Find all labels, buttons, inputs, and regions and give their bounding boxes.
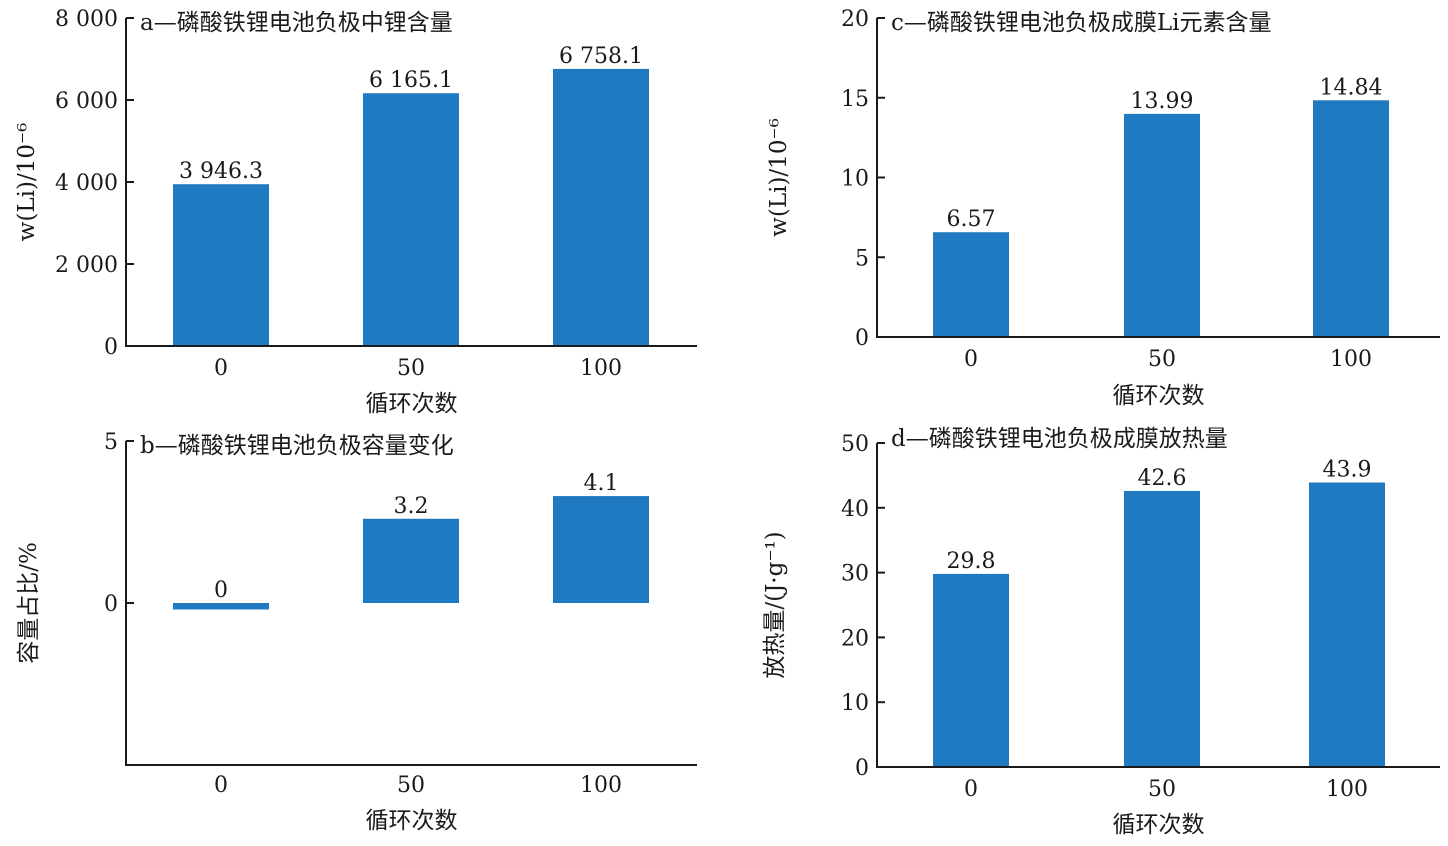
x-axis-title-d: 循环次数 bbox=[1113, 812, 1205, 838]
x-tick-label-d: 50 bbox=[1148, 777, 1176, 802]
y-axis-title-c: w(Li)/10⁻⁶ bbox=[766, 118, 792, 237]
bar-b-50 bbox=[363, 518, 459, 603]
x-axis-title-a: 循环次数 bbox=[366, 391, 458, 417]
axis-lines-b bbox=[125, 441, 697, 766]
data-label-a-0: 3 946.3 bbox=[179, 159, 263, 184]
data-label-d-100: 43.9 bbox=[1323, 458, 1372, 483]
bar-a-0 bbox=[173, 184, 269, 346]
y-tick-label-d: 30 bbox=[841, 562, 869, 587]
panel-title-b: b—磷酸铁锂电池负极容量变化 bbox=[140, 433, 454, 459]
y-tick-label-c: 15 bbox=[841, 87, 869, 112]
data-label-c-0: 6.57 bbox=[947, 207, 996, 232]
panel-title-a: a—磷酸铁锂电池负极中锂含量 bbox=[140, 10, 453, 36]
y-tick-label-d: 40 bbox=[841, 497, 869, 522]
x-tick-label-b: 100 bbox=[580, 773, 622, 798]
y-tick-label-c: 20 bbox=[841, 7, 869, 32]
chart-panel-a: 3 946.3 6 165.1 6 758.1 0 2 000 4 000 6 000 8 0… bbox=[14, 7, 697, 417]
data-label-d-50: 42.6 bbox=[1138, 466, 1187, 491]
y-axis-title-a: w(Li)/10⁻⁶ bbox=[14, 123, 40, 242]
x-tick-label-b: 50 bbox=[397, 773, 425, 798]
y-tick-label-b: 5 bbox=[104, 430, 118, 455]
y-tick-label-a: 6 000 bbox=[55, 89, 118, 114]
chart-panel-d: 29.8 42.6 43.9 0 10 20 30 40 50 0 50 100 循环次数 放热量/(J·… bbox=[762, 426, 1440, 838]
y-tick-label-c: 0 bbox=[855, 326, 869, 351]
x-tick-label-a: 0 bbox=[214, 356, 228, 381]
data-label-a-50: 6 165.1 bbox=[369, 68, 453, 93]
y-tick-label-a: 2 000 bbox=[55, 253, 118, 278]
chart-panel-c: 6.57 13.99 14.84 0 5 10 15 20 0 50 100 循环次数 w(Li)/10… bbox=[766, 7, 1440, 409]
bar-c-0 bbox=[933, 232, 1009, 337]
data-label-c-50: 13.99 bbox=[1131, 89, 1194, 114]
y-tick-label-c: 5 bbox=[855, 246, 869, 271]
bar-c-50 bbox=[1124, 113, 1200, 337]
panel-title-d: d—磷酸铁锂电池负极成膜放热量 bbox=[891, 426, 1228, 452]
data-label-b-0: 0 bbox=[214, 578, 228, 603]
bar-d-50 bbox=[1124, 490, 1200, 767]
y-tick-label-c: 10 bbox=[841, 167, 869, 192]
y-tick-label-a: 8 000 bbox=[55, 7, 118, 32]
y-tick-label-d: 0 bbox=[855, 756, 869, 781]
bar-d-0 bbox=[933, 573, 1009, 767]
y-tick-label-d: 20 bbox=[841, 626, 869, 651]
x-axis-title-c: 循环次数 bbox=[1113, 383, 1205, 409]
y-axis-title-b: 容量占比/% bbox=[16, 542, 42, 664]
bar-a-50 bbox=[363, 93, 459, 347]
x-tick-label-a: 50 bbox=[397, 356, 425, 381]
x-tick-label-b: 0 bbox=[214, 773, 228, 798]
data-label-d-0: 29.8 bbox=[947, 549, 996, 574]
x-tick-label-c: 50 bbox=[1148, 347, 1176, 372]
x-tick-label-d: 0 bbox=[964, 777, 978, 802]
x-tick-label-d: 100 bbox=[1326, 777, 1368, 802]
panel-title-c: c—磷酸铁锂电池负极成膜Li元素含量 bbox=[891, 10, 1272, 36]
bar-b-0 bbox=[173, 603, 269, 610]
y-tick-label-d: 10 bbox=[841, 691, 869, 716]
bar-b-100 bbox=[553, 496, 649, 603]
y-tick-label-d: 50 bbox=[841, 432, 869, 457]
x-tick-label-c: 0 bbox=[964, 347, 978, 372]
x-tick-label-a: 100 bbox=[580, 356, 622, 381]
bar-d-100 bbox=[1309, 482, 1385, 767]
y-tick-label-b: 0 bbox=[104, 592, 118, 617]
data-label-c-100: 14.84 bbox=[1320, 75, 1383, 100]
data-label-a-100: 6 758.1 bbox=[559, 44, 643, 69]
bar-a-100 bbox=[553, 68, 649, 346]
x-axis-title-b: 循环次数 bbox=[366, 808, 458, 834]
y-axis-title-d: 放热量/(J·g⁻¹) bbox=[762, 531, 788, 678]
data-label-b-100: 4.1 bbox=[584, 471, 619, 496]
y-tick-label-a: 0 bbox=[104, 335, 118, 360]
bar-c-100 bbox=[1313, 100, 1389, 337]
data-label-b-50: 3.2 bbox=[394, 494, 429, 519]
x-tick-label-c: 100 bbox=[1330, 347, 1372, 372]
y-tick-label-a: 4 000 bbox=[55, 171, 118, 196]
